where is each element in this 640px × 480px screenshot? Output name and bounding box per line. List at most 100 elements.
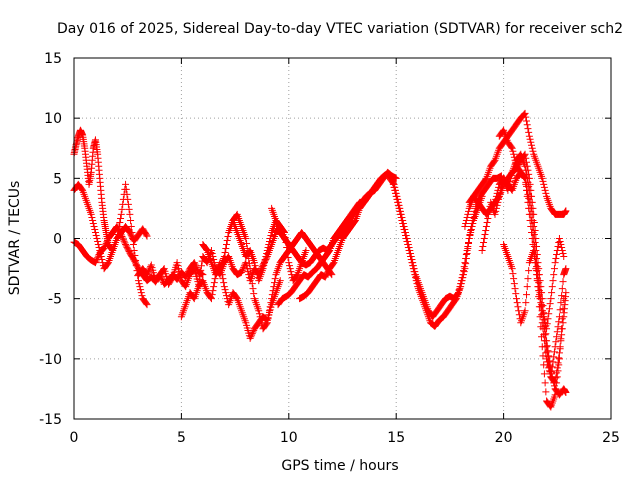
data-point bbox=[515, 307, 523, 315]
data-point bbox=[457, 277, 465, 285]
data-point bbox=[540, 180, 548, 188]
data-point bbox=[522, 166, 530, 174]
data-point bbox=[259, 265, 267, 273]
data-point bbox=[210, 279, 218, 287]
data-point bbox=[114, 230, 122, 238]
data-point bbox=[247, 333, 255, 341]
data-point bbox=[402, 228, 410, 236]
data-point bbox=[251, 262, 259, 270]
data-point bbox=[270, 279, 278, 287]
data-point bbox=[457, 280, 465, 288]
data-point bbox=[522, 113, 530, 121]
data-point bbox=[400, 222, 408, 230]
data-point bbox=[127, 216, 135, 224]
data-point bbox=[553, 364, 561, 372]
data-point bbox=[510, 153, 518, 161]
data-point bbox=[544, 353, 552, 361]
data-point bbox=[462, 219, 470, 227]
data-point bbox=[283, 249, 291, 257]
data-point bbox=[142, 300, 150, 308]
data-point bbox=[325, 248, 333, 256]
data-point bbox=[92, 257, 100, 265]
data-point bbox=[129, 235, 137, 242]
data-point bbox=[250, 259, 258, 267]
data-point bbox=[511, 285, 519, 293]
data-point bbox=[467, 222, 475, 230]
data-point bbox=[245, 260, 253, 268]
data-point bbox=[248, 275, 256, 283]
data-point bbox=[265, 311, 273, 319]
data-point bbox=[222, 289, 230, 297]
data-point bbox=[465, 207, 473, 215]
data-point bbox=[243, 240, 251, 248]
data-point bbox=[132, 257, 140, 265]
data-point bbox=[134, 277, 142, 285]
data-point bbox=[540, 316, 548, 324]
data-point bbox=[470, 213, 478, 221]
data-point bbox=[492, 192, 500, 200]
data-point bbox=[126, 210, 134, 218]
data-point bbox=[399, 219, 407, 227]
x-tick-label: 15 bbox=[387, 430, 405, 446]
data-point bbox=[255, 310, 263, 318]
data-point bbox=[120, 237, 128, 245]
data-point bbox=[533, 277, 541, 285]
y-tick-label: -10 bbox=[39, 352, 62, 368]
data-point bbox=[525, 128, 533, 136]
data-point bbox=[555, 318, 563, 326]
data-point bbox=[91, 228, 99, 236]
data-point bbox=[559, 250, 567, 258]
data-point bbox=[407, 253, 415, 261]
data-point bbox=[147, 263, 155, 271]
data-point bbox=[260, 259, 268, 267]
data-point bbox=[527, 138, 535, 146]
data-point bbox=[562, 389, 570, 397]
data-point bbox=[546, 300, 554, 308]
data-point bbox=[401, 225, 409, 233]
data-point bbox=[397, 210, 405, 218]
data-point bbox=[528, 228, 536, 236]
data-point bbox=[550, 378, 558, 386]
data-point bbox=[460, 267, 468, 275]
data-point bbox=[558, 325, 566, 333]
data-point bbox=[123, 190, 131, 198]
data-point bbox=[215, 266, 223, 274]
data-point bbox=[510, 150, 518, 158]
data-point bbox=[209, 287, 217, 295]
data-point bbox=[530, 253, 538, 261]
data-point bbox=[523, 186, 531, 194]
data-point bbox=[173, 259, 181, 267]
data-point bbox=[115, 222, 123, 230]
data-point bbox=[404, 241, 412, 249]
data-point bbox=[191, 260, 199, 268]
data-point bbox=[521, 174, 529, 182]
data-point bbox=[144, 267, 152, 275]
data-point bbox=[537, 323, 545, 331]
data-point bbox=[482, 175, 490, 183]
data-point bbox=[403, 235, 411, 242]
data-point bbox=[256, 313, 264, 321]
data-point bbox=[391, 186, 399, 194]
data-point bbox=[238, 267, 246, 275]
data-point bbox=[556, 343, 564, 351]
data-point bbox=[545, 364, 553, 372]
data-point bbox=[247, 270, 255, 278]
data-point bbox=[92, 231, 100, 239]
data-point bbox=[525, 267, 533, 275]
data-point bbox=[248, 330, 256, 338]
data-point bbox=[490, 157, 498, 165]
data-point bbox=[550, 265, 558, 273]
data-point bbox=[268, 291, 276, 299]
data-point bbox=[94, 254, 102, 262]
data-point bbox=[221, 286, 229, 294]
data-point bbox=[94, 241, 102, 249]
data-point bbox=[197, 266, 205, 274]
data-point bbox=[483, 218, 491, 226]
data-point bbox=[238, 268, 246, 276]
data-point bbox=[220, 253, 228, 261]
data-point bbox=[117, 210, 125, 218]
data-point bbox=[285, 259, 293, 267]
data-point bbox=[119, 236, 127, 244]
data-point bbox=[242, 259, 250, 267]
data-point bbox=[540, 361, 548, 369]
